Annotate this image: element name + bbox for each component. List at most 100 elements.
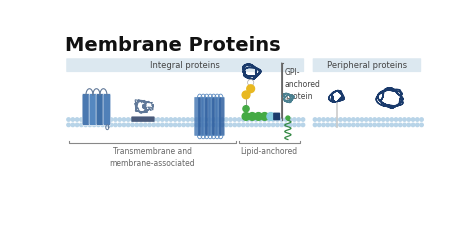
Circle shape — [250, 118, 254, 121]
Circle shape — [131, 123, 134, 126]
Circle shape — [114, 118, 117, 121]
Circle shape — [284, 118, 288, 121]
Circle shape — [84, 123, 87, 126]
FancyBboxPatch shape — [194, 97, 200, 136]
Circle shape — [122, 118, 126, 121]
Circle shape — [216, 118, 219, 121]
Circle shape — [343, 118, 346, 121]
Circle shape — [199, 123, 202, 126]
Circle shape — [365, 118, 368, 121]
Circle shape — [186, 123, 190, 126]
Circle shape — [373, 123, 376, 126]
FancyBboxPatch shape — [215, 97, 221, 136]
Circle shape — [356, 118, 359, 121]
Circle shape — [88, 118, 91, 121]
Circle shape — [242, 91, 250, 99]
Circle shape — [71, 123, 74, 126]
Text: Membrane Proteins: Membrane Proteins — [65, 36, 281, 55]
Circle shape — [131, 118, 134, 121]
Circle shape — [208, 123, 211, 126]
Circle shape — [330, 123, 334, 126]
Circle shape — [169, 123, 173, 126]
Circle shape — [165, 123, 168, 126]
Circle shape — [191, 118, 194, 121]
Circle shape — [203, 118, 207, 121]
Circle shape — [289, 123, 292, 126]
Circle shape — [191, 123, 194, 126]
Circle shape — [199, 118, 202, 121]
Circle shape — [347, 118, 351, 121]
Circle shape — [156, 118, 160, 121]
Circle shape — [165, 118, 168, 121]
Circle shape — [80, 118, 83, 121]
FancyBboxPatch shape — [273, 113, 280, 120]
Circle shape — [114, 123, 117, 126]
Circle shape — [360, 118, 364, 121]
Circle shape — [233, 118, 237, 121]
Circle shape — [105, 118, 109, 121]
Circle shape — [293, 118, 296, 121]
Circle shape — [313, 118, 317, 121]
Text: Integral proteins: Integral proteins — [150, 61, 220, 70]
Circle shape — [71, 118, 74, 121]
Circle shape — [246, 118, 249, 121]
Circle shape — [84, 118, 87, 121]
Circle shape — [97, 118, 100, 121]
Circle shape — [377, 118, 381, 121]
Circle shape — [242, 118, 245, 121]
Circle shape — [247, 79, 254, 86]
Circle shape — [263, 123, 266, 126]
Circle shape — [75, 118, 79, 121]
Circle shape — [101, 123, 104, 126]
Circle shape — [139, 123, 143, 126]
Circle shape — [276, 118, 279, 121]
Circle shape — [105, 123, 109, 126]
Circle shape — [318, 123, 321, 126]
Circle shape — [118, 123, 121, 126]
FancyBboxPatch shape — [198, 97, 203, 136]
Circle shape — [212, 118, 215, 121]
Circle shape — [411, 118, 415, 121]
Circle shape — [109, 123, 113, 126]
Circle shape — [369, 118, 372, 121]
Circle shape — [347, 123, 351, 126]
Circle shape — [322, 118, 325, 121]
Text: GPI-
anchored
protein: GPI- anchored protein — [285, 68, 320, 100]
Circle shape — [255, 118, 258, 121]
Circle shape — [135, 123, 138, 126]
Circle shape — [286, 116, 290, 120]
Circle shape — [407, 123, 410, 126]
Circle shape — [382, 123, 385, 126]
Circle shape — [97, 123, 100, 126]
Circle shape — [225, 118, 228, 121]
Circle shape — [339, 123, 342, 126]
Circle shape — [127, 123, 130, 126]
Circle shape — [352, 123, 355, 126]
Circle shape — [237, 118, 241, 121]
Circle shape — [356, 123, 359, 126]
Circle shape — [399, 118, 402, 121]
Circle shape — [272, 123, 275, 126]
Circle shape — [267, 118, 271, 121]
FancyBboxPatch shape — [201, 97, 207, 136]
Circle shape — [297, 118, 301, 121]
Circle shape — [335, 123, 338, 126]
Circle shape — [411, 123, 415, 126]
Circle shape — [75, 123, 79, 126]
Circle shape — [250, 123, 254, 126]
FancyBboxPatch shape — [82, 94, 90, 125]
Circle shape — [382, 118, 385, 121]
Circle shape — [101, 118, 104, 121]
Circle shape — [390, 123, 393, 126]
Circle shape — [92, 118, 96, 121]
Circle shape — [156, 123, 160, 126]
Circle shape — [326, 123, 329, 126]
Circle shape — [352, 118, 355, 121]
Circle shape — [212, 123, 215, 126]
Circle shape — [420, 118, 423, 121]
Circle shape — [148, 118, 151, 121]
Circle shape — [403, 123, 406, 126]
Circle shape — [339, 118, 342, 121]
Circle shape — [343, 123, 346, 126]
Circle shape — [261, 113, 268, 120]
